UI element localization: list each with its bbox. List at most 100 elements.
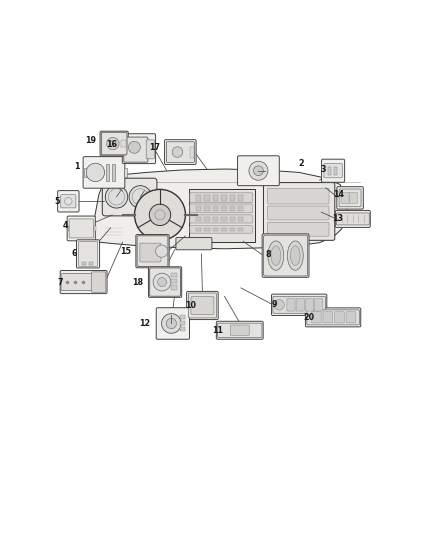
Circle shape [149,204,171,225]
FancyBboxPatch shape [61,195,76,208]
FancyBboxPatch shape [346,312,356,323]
FancyBboxPatch shape [146,140,154,159]
FancyBboxPatch shape [296,298,304,311]
Text: 1: 1 [74,162,80,171]
FancyBboxPatch shape [268,188,329,204]
FancyBboxPatch shape [189,189,255,242]
FancyBboxPatch shape [350,192,357,204]
FancyBboxPatch shape [190,215,252,223]
Text: 5: 5 [55,197,60,206]
Bar [221,217,226,221]
Bar [238,228,244,231]
Bar [180,327,185,330]
FancyBboxPatch shape [287,298,295,311]
FancyBboxPatch shape [166,142,194,163]
Circle shape [110,141,116,147]
Text: 3: 3 [320,165,326,174]
FancyBboxPatch shape [272,294,327,316]
FancyBboxPatch shape [78,241,98,266]
Bar [230,228,235,231]
Bar [196,195,201,200]
Bar [180,321,185,325]
FancyBboxPatch shape [264,183,335,240]
Circle shape [249,161,268,180]
FancyBboxPatch shape [150,268,180,296]
FancyBboxPatch shape [305,298,314,311]
FancyBboxPatch shape [262,234,309,277]
Circle shape [274,300,284,310]
Circle shape [254,166,263,175]
Circle shape [128,141,140,154]
Circle shape [172,147,183,157]
Text: 2: 2 [298,159,304,168]
Text: 6: 6 [72,249,77,259]
Bar [204,228,209,231]
Bar [204,195,209,200]
Text: 12: 12 [139,319,150,328]
Ellipse shape [268,241,284,270]
FancyBboxPatch shape [335,312,344,323]
Bar [230,195,235,200]
Bar [170,272,177,277]
FancyBboxPatch shape [60,271,107,294]
FancyBboxPatch shape [136,235,169,268]
Circle shape [158,278,166,287]
FancyBboxPatch shape [137,236,168,266]
Text: 15: 15 [120,247,131,256]
Bar [196,228,201,231]
FancyBboxPatch shape [264,235,307,276]
Bar [95,226,96,231]
FancyBboxPatch shape [190,204,252,213]
FancyBboxPatch shape [305,308,361,327]
Bar [170,285,177,290]
FancyBboxPatch shape [77,240,99,268]
Circle shape [155,210,165,220]
FancyBboxPatch shape [156,308,190,340]
Text: 9: 9 [272,300,277,309]
Text: 8: 8 [265,251,271,260]
Circle shape [162,313,181,333]
Circle shape [105,185,128,208]
FancyBboxPatch shape [273,296,325,313]
FancyBboxPatch shape [92,272,106,292]
Text: 18: 18 [132,278,144,287]
Text: 16: 16 [106,140,117,149]
FancyBboxPatch shape [188,293,216,318]
FancyBboxPatch shape [190,225,252,233]
Bar [238,195,244,200]
FancyBboxPatch shape [58,191,79,212]
Bar [170,279,177,284]
FancyBboxPatch shape [237,156,279,185]
FancyBboxPatch shape [323,312,333,323]
FancyBboxPatch shape [321,159,345,182]
FancyBboxPatch shape [140,243,161,262]
FancyBboxPatch shape [165,140,196,165]
Circle shape [153,273,171,291]
Ellipse shape [287,241,303,270]
Bar [238,206,244,211]
Bar [190,147,194,158]
FancyBboxPatch shape [218,323,262,337]
FancyBboxPatch shape [268,206,329,220]
Text: 11: 11 [212,326,223,335]
Bar [212,195,218,200]
Text: 19: 19 [85,136,96,146]
FancyBboxPatch shape [314,298,323,311]
Bar [124,168,127,177]
FancyBboxPatch shape [230,325,249,336]
Text: 13: 13 [332,214,343,223]
FancyBboxPatch shape [336,211,370,228]
FancyBboxPatch shape [187,292,218,320]
Bar [221,195,226,200]
Ellipse shape [271,246,281,265]
FancyBboxPatch shape [148,267,182,297]
FancyBboxPatch shape [336,213,369,225]
Bar [221,206,226,211]
Text: 10: 10 [185,301,196,310]
Polygon shape [87,169,347,249]
Circle shape [86,163,105,182]
FancyBboxPatch shape [216,321,263,340]
Circle shape [166,318,177,329]
Text: 4: 4 [63,221,68,230]
Bar [84,168,86,177]
